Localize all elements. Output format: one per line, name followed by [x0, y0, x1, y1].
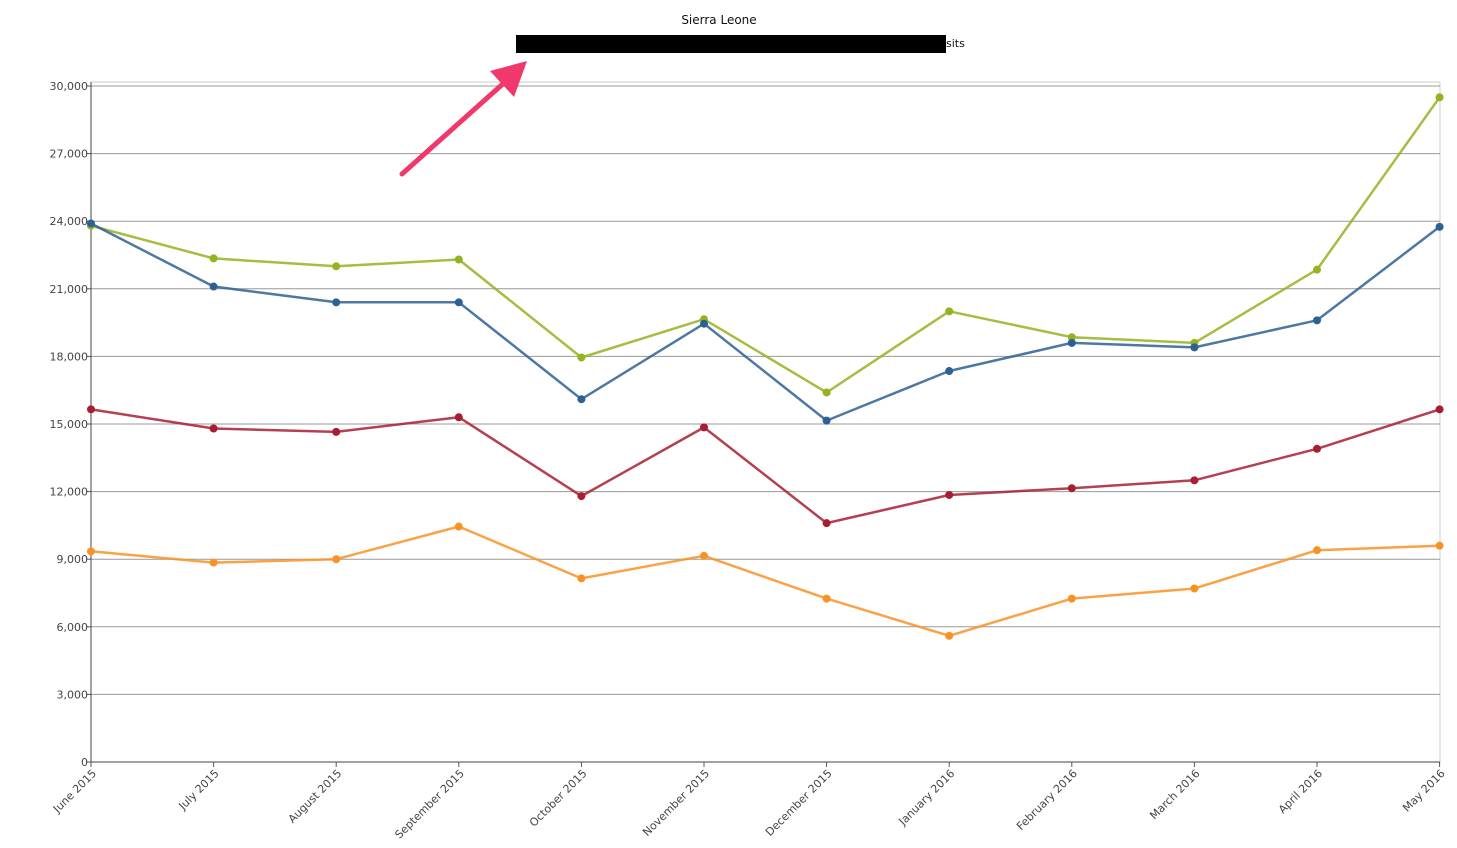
- data-point[interactable]: [454, 522, 463, 531]
- plot-frame: [90, 81, 1441, 763]
- x-tick-label: February 2016: [1014, 767, 1080, 833]
- data-point[interactable]: [822, 519, 831, 528]
- data-point[interactable]: [209, 558, 218, 567]
- data-point[interactable]: [332, 298, 341, 307]
- y-tick-label: 12,000: [50, 486, 89, 499]
- y-tick-label: 9,000: [57, 553, 89, 566]
- data-point[interactable]: [1435, 405, 1444, 414]
- legend-visible-text: sits: [946, 37, 965, 50]
- y-tick-label: 30,000: [50, 80, 89, 93]
- data-point[interactable]: [822, 594, 831, 603]
- x-tick-label: March 2016: [1147, 767, 1202, 822]
- y-tick-label: 6,000: [57, 621, 89, 634]
- x-tick-label: April 2016: [1276, 767, 1325, 816]
- x-tick-label: July 2015: [176, 767, 222, 813]
- data-point[interactable]: [1435, 222, 1444, 231]
- data-point[interactable]: [1067, 484, 1076, 493]
- y-tick-label: 24,000: [50, 215, 89, 228]
- data-point[interactable]: [945, 367, 954, 376]
- redaction-bar: [516, 35, 946, 53]
- data-point[interactable]: [945, 631, 954, 640]
- data-point[interactable]: [454, 298, 463, 307]
- data-point[interactable]: [577, 353, 586, 362]
- series-3: [87, 405, 1444, 528]
- y-tick-label: 0: [81, 756, 88, 769]
- data-point[interactable]: [1067, 594, 1076, 603]
- x-tick-label: September 2015: [392, 767, 466, 841]
- data-point[interactable]: [209, 254, 218, 263]
- data-point[interactable]: [454, 413, 463, 422]
- x-tick-label: December 2015: [763, 767, 835, 839]
- data-point[interactable]: [577, 574, 586, 583]
- data-point[interactable]: [700, 319, 708, 328]
- data-point[interactable]: [945, 307, 954, 316]
- data-point[interactable]: [87, 219, 95, 228]
- data-point[interactable]: [1313, 444, 1321, 453]
- data-point[interactable]: [1435, 93, 1444, 102]
- y-tick-label: 21,000: [50, 283, 89, 296]
- data-point[interactable]: [209, 424, 218, 433]
- x-tick-label: January 2016: [896, 767, 958, 829]
- x-tick-label: August 2015: [286, 767, 345, 826]
- series-line: [90, 408, 1440, 525]
- series-4: [87, 522, 1444, 640]
- data-point[interactable]: [577, 395, 586, 404]
- x-tick-label: June 2015: [50, 767, 99, 816]
- data-point[interactable]: [1067, 338, 1076, 347]
- data-point[interactable]: [332, 427, 341, 436]
- data-point[interactable]: [1190, 343, 1199, 352]
- series-2: [87, 219, 1444, 425]
- data-point[interactable]: [1435, 541, 1444, 550]
- data-point[interactable]: [1313, 265, 1321, 274]
- data-point[interactable]: [700, 423, 708, 432]
- series-line: [90, 525, 1440, 638]
- data-point[interactable]: [822, 388, 831, 397]
- chart-title: Sierra Leone: [681, 13, 756, 27]
- y-tick-label: 18,000: [50, 350, 89, 363]
- data-point[interactable]: [945, 490, 954, 499]
- y-tick-label: 27,000: [50, 148, 89, 161]
- data-point[interactable]: [1190, 584, 1199, 593]
- data-point[interactable]: [1313, 316, 1321, 325]
- data-point[interactable]: [332, 555, 341, 564]
- data-point[interactable]: [1313, 546, 1321, 555]
- data-point[interactable]: [577, 492, 586, 501]
- series-line: [90, 96, 1441, 394]
- data-point[interactable]: [87, 547, 95, 556]
- data-point[interactable]: [1067, 333, 1076, 342]
- y-tick-label: 3,000: [57, 688, 89, 701]
- data-point[interactable]: [332, 262, 341, 271]
- series-line: [90, 222, 1441, 422]
- series-1: [87, 93, 1444, 397]
- x-tick-label: October 2015: [527, 767, 590, 830]
- data-point[interactable]: [87, 405, 95, 414]
- data-point[interactable]: [209, 282, 218, 291]
- y-tick-label: 15,000: [50, 418, 89, 431]
- x-tick-label: November 2015: [640, 767, 712, 839]
- data-point[interactable]: [454, 255, 463, 264]
- series-layer: [87, 93, 1444, 640]
- data-point[interactable]: [1190, 476, 1199, 485]
- x-tick-label: May 2016: [1400, 767, 1448, 815]
- data-point[interactable]: [822, 416, 831, 425]
- annotation-arrow: [399, 61, 527, 177]
- grid: [90, 81, 1441, 763]
- data-point[interactable]: [700, 551, 708, 560]
